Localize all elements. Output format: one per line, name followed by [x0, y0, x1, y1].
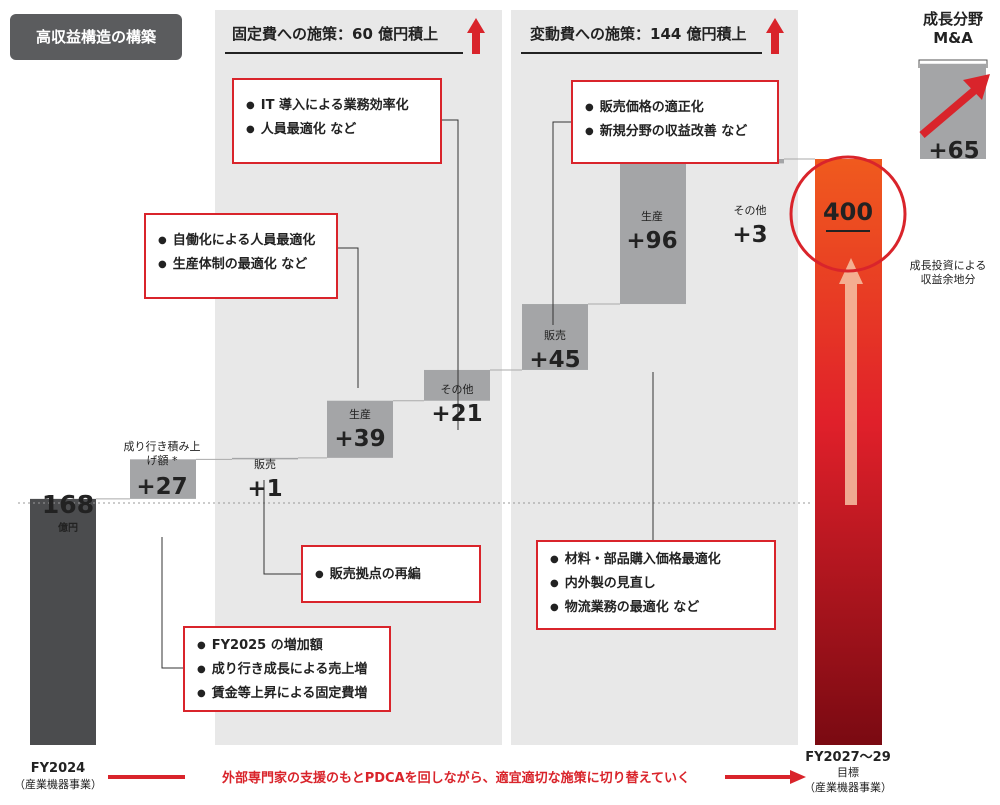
callout-item: 販売価格の適正化: [585, 96, 765, 120]
start-unit-label: 億円: [58, 523, 78, 534]
callout-item: IT 導入による業務効率化: [246, 94, 428, 118]
growth-caption-line2: 収益余地分: [920, 273, 976, 286]
step-bar-4: [522, 304, 588, 370]
step-value-other-fixed: +21: [431, 401, 483, 427]
bottom-arrow-head-icon: [790, 770, 806, 784]
step-name-production-variable: 生産: [641, 210, 663, 223]
callout-item: 生産体制の最適化 など: [158, 253, 324, 277]
connector-fixed-mid: [338, 247, 359, 388]
variable-top-callout: 販売価格の適正化 新規分野の収益改善 など: [571, 80, 779, 164]
fixed-cost-panel-title: 固定費への施策：60 億円積上: [232, 25, 439, 43]
step-value-production-variable: +96: [626, 228, 678, 254]
target-axis-label: FY2027〜29 目標 （産業機器事業）: [792, 750, 904, 795]
step-name-other-fixed: その他: [440, 383, 474, 396]
step-name-natural: 成り行き積み上げ額 *: [112, 440, 212, 468]
section-badge: 高収益構造の構築: [10, 14, 182, 60]
target-axis-label-sub2: （産業機器事業）: [804, 781, 892, 794]
step-name-sales-fixed: 販売: [254, 458, 276, 471]
fixed-panel-up-arrow-icon: [467, 18, 485, 54]
callout-item: FY2025 の増加額: [197, 634, 377, 658]
growth-caption-line1: 成長投資による: [909, 259, 987, 272]
callout-item: 物流業務の最適化 など: [550, 596, 762, 620]
growth-title-line2: M&A: [933, 29, 973, 47]
callout-item: 成り行き成長による売上増: [197, 658, 377, 682]
growth-bracket: [918, 59, 988, 68]
sales-base-callout: 販売拠点の再編: [301, 545, 481, 603]
variable-panel-up-arrow-icon: [766, 18, 784, 54]
fixed-mid-callout: 自働化による人員最適化 生産体制の最適化 など: [144, 213, 338, 299]
growth-title-line1: 成長分野: [922, 10, 983, 28]
variable-cost-panel-underline: [521, 52, 762, 54]
bottom-message: 外部専門家の支援のもとPDCAを回しながら、適宜適切な施策に切り替えていく: [221, 771, 690, 786]
start-axis-label-main: FY2024: [30, 761, 86, 776]
step-bar-3: [424, 369, 490, 401]
fixed-cost-panel-underline: [225, 52, 463, 54]
target-inner-up-arrow-icon: [839, 258, 863, 505]
target-axis-label-main: FY2027〜29: [805, 750, 891, 765]
connector-natural: [161, 537, 183, 669]
step-bar-2: [327, 400, 393, 458]
target-highlight-circle: [789, 155, 907, 273]
fixed-top-callout: IT 導入による業務効率化 人員最適化 など: [232, 78, 442, 164]
growth-title: 成長分野 M&A: [910, 10, 996, 48]
step-name-sales-variable: 販売: [544, 329, 566, 342]
up-right-arrow-icon: [919, 74, 990, 139]
start-bar: [30, 498, 96, 745]
step-value-natural: +27: [136, 474, 188, 500]
step-value-other-variable: +3: [732, 222, 768, 248]
callout-item: 自働化による人員最適化: [158, 229, 324, 253]
step-value-sales-fixed: +1: [247, 476, 283, 502]
start-axis-label: FY2024 （産業機器事業）: [8, 761, 108, 792]
natural-growth-callout: FY2025 の増加額 成り行き成長による売上増 賃金等上昇による固定費増: [183, 626, 391, 712]
variable-bottom-callout: 材料・部品購入価格最適化 内外製の見直し 物流業務の最適化 など: [536, 540, 776, 630]
callout-item: 材料・部品購入価格最適化: [550, 548, 762, 572]
callout-item: 内外製の見直し: [550, 572, 762, 596]
start-value-label: 168: [41, 490, 95, 519]
growth-value-label: +65: [928, 138, 980, 164]
connector-sales-base: [263, 480, 301, 575]
step-value-sales-variable: +45: [529, 347, 581, 373]
target-axis-label-sub1: 目標: [837, 766, 859, 779]
start-axis-label-sub: （産業機器事業）: [14, 778, 102, 791]
connector-var-top: [552, 121, 571, 325]
variable-cost-panel-title: 変動費への施策：144 億円積上: [530, 25, 747, 43]
step-bar-1: [232, 457, 298, 460]
callout-item: 人員最適化 など: [246, 118, 428, 142]
step-name-production-fixed: 生産: [349, 408, 371, 421]
step-value-production-fixed: +39: [334, 426, 386, 452]
step-name-natural-text: 成り行き積み上げ額 *: [123, 440, 201, 467]
callout-item: 販売拠点の再編: [315, 563, 467, 587]
callout-item: 新規分野の収益改善 など: [585, 120, 765, 144]
connector-fixed-top: [442, 119, 459, 430]
step-bar-0: [130, 459, 196, 499]
step-bar-5: [620, 163, 686, 305]
callout-item: 賃金等上昇による固定費増: [197, 682, 377, 706]
growth-caption: 成長投資による 収益余地分: [898, 259, 998, 287]
step-name-other-variable: その他: [733, 204, 767, 217]
target-value-label: 400: [822, 198, 874, 226]
